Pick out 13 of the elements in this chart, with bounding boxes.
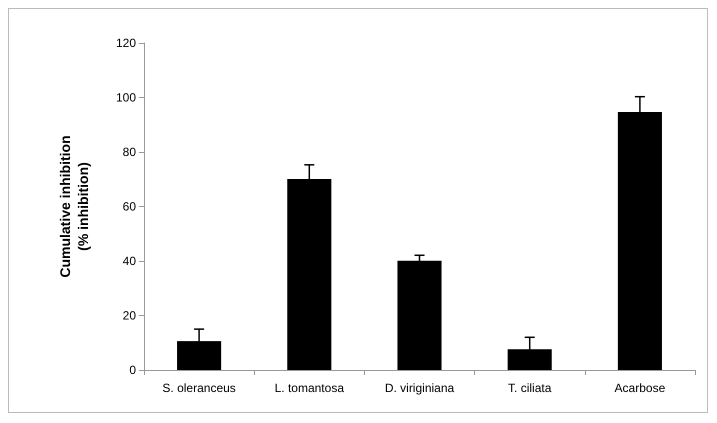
x-tick-label: Acarbose [614,381,666,395]
y-tick-label: 20 [122,308,136,322]
y-tick-label: 60 [122,200,136,214]
x-tick-label: S. oleranceus [162,381,236,395]
y-axis-title: Cumulative inhibition (% inhibition) [57,135,91,278]
x-tick-label: L. tomantosa [274,381,344,395]
y-tick-label: 120 [116,36,136,50]
x-tick-label: T. ciliata [508,381,552,395]
x-tick-label: D. viriginiana [384,381,454,395]
y-tick-label: 0 [129,363,136,377]
y-tick-label: 40 [122,254,136,268]
y-tick-label: 100 [116,90,136,104]
y-tick-label: 80 [122,145,136,159]
